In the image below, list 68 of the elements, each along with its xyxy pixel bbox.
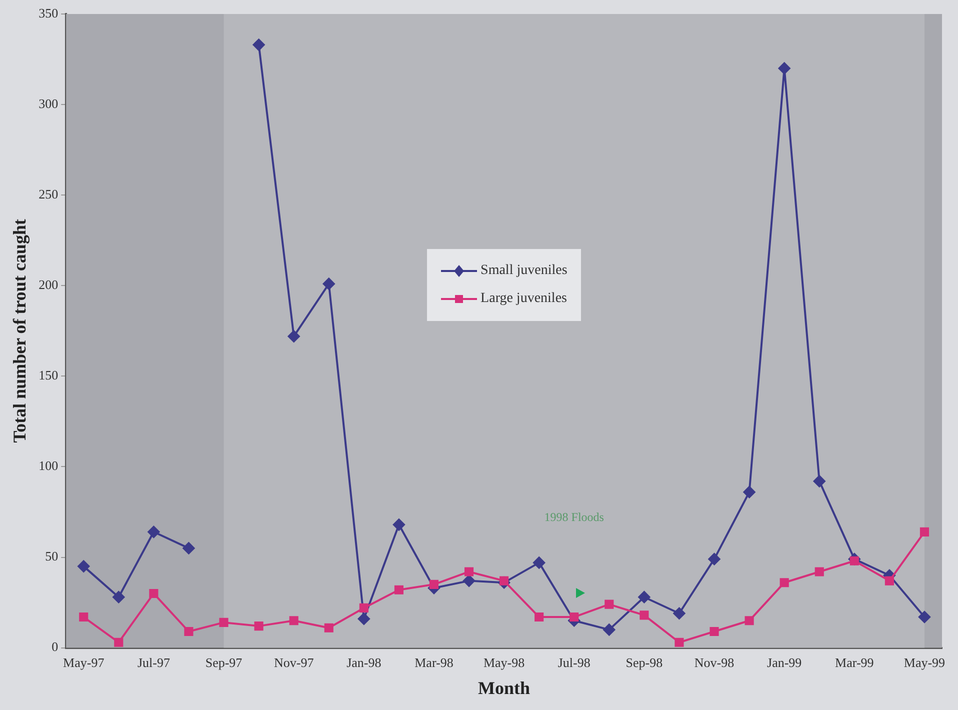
point — [288, 330, 300, 342]
point — [744, 616, 754, 626]
point — [640, 610, 649, 620]
point — [604, 600, 614, 609]
y-tick-label: 250 — [38, 186, 58, 202]
y-tick-label: 350 — [38, 5, 58, 20]
point — [464, 567, 474, 576]
point — [219, 618, 228, 627]
point — [78, 560, 90, 572]
y-tick-label: 100 — [38, 458, 58, 474]
x-tick-label: May-99 — [904, 655, 946, 670]
point — [534, 612, 544, 622]
point — [463, 574, 476, 587]
y-tick-label: 150 — [38, 368, 58, 383]
point — [358, 612, 370, 625]
x-tick-label: Jul-98 — [558, 655, 590, 670]
point — [603, 624, 616, 636]
point — [814, 567, 824, 576]
point — [429, 580, 439, 589]
point — [324, 623, 334, 632]
point — [252, 38, 265, 51]
point — [884, 576, 894, 586]
x-tick-label: Mar-99 — [835, 655, 874, 670]
point — [743, 486, 756, 498]
point — [392, 518, 405, 531]
x-tick-label: Nov-98 — [694, 655, 734, 670]
point — [148, 526, 160, 538]
x-tick-label: May-97 — [63, 655, 105, 670]
point — [673, 607, 686, 620]
y-axis-title: Total number of trout caught — [9, 219, 30, 443]
x-axis-title: Month — [478, 678, 530, 698]
point — [638, 591, 650, 604]
y-tick-label: 300 — [38, 96, 58, 111]
x-tick-label: Jan-98 — [346, 655, 382, 670]
point — [254, 622, 264, 631]
x-tick-label: Nov-97 — [274, 655, 314, 670]
x-tick-label: May-98 — [483, 655, 525, 670]
point — [184, 626, 194, 636]
point — [112, 591, 125, 604]
point — [322, 278, 335, 290]
x-tick-label: Jan-99 — [767, 655, 802, 670]
point — [780, 578, 789, 588]
legend-label: Large juveniles — [480, 290, 567, 306]
point — [570, 612, 579, 622]
band-label: 1998 Floods — [544, 510, 604, 524]
point — [79, 612, 88, 622]
point — [918, 611, 930, 624]
legend-label: Small juveniles — [480, 262, 568, 278]
point — [289, 616, 298, 626]
x-tick-label: Sep-97 — [205, 655, 243, 670]
y-tick-label: 200 — [38, 277, 58, 292]
point — [920, 527, 930, 536]
point — [533, 556, 546, 569]
point — [114, 638, 124, 647]
point — [778, 62, 790, 74]
x-tick-label: Mar-98 — [414, 655, 454, 670]
point — [149, 588, 158, 598]
point — [708, 553, 720, 566]
point — [394, 585, 404, 594]
x-tick-label: Sep-98 — [626, 655, 663, 670]
point — [710, 626, 719, 636]
y-tick-label: 50 — [45, 548, 58, 564]
point — [674, 638, 684, 647]
x-tick-label: Jul-97 — [137, 655, 170, 670]
point — [359, 603, 368, 612]
point — [813, 475, 826, 488]
y-tick-label: 0 — [52, 639, 58, 654]
point — [182, 542, 195, 554]
